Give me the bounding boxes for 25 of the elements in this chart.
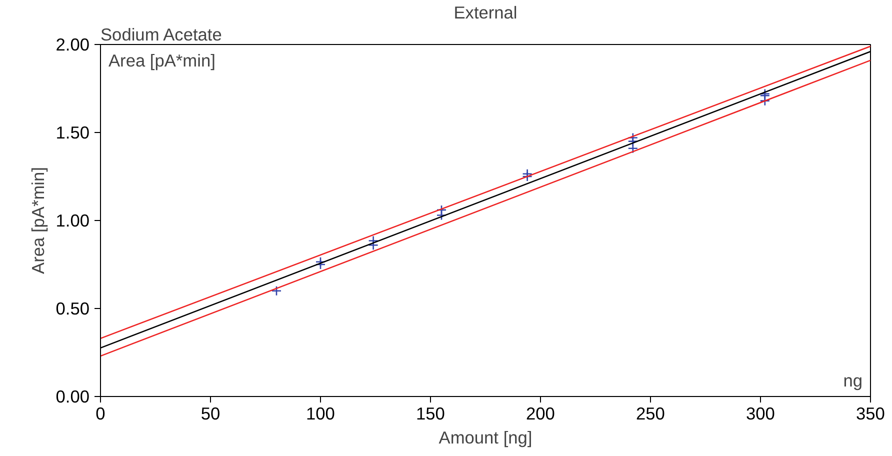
point [522,171,532,182]
y-tick-label: 1.00 [56,210,90,230]
annotation: Sodium Acetate [100,24,222,44]
x-axis-title: Amount [ng] [438,428,532,448]
x-tick-label: 250 [636,404,665,424]
point [368,240,378,250]
y-tick-label: 2.00 [56,34,90,54]
chart-title: External [454,2,518,22]
y-tick-label: 1.50 [56,122,90,142]
x-tick-label: 100 [306,404,335,424]
x-tick-label: 350 [856,404,885,424]
point [271,286,282,296]
point [760,96,770,106]
y-axis-title: Area [pA*min] [28,167,48,274]
point [436,210,447,220]
point [628,143,638,154]
x-tick-label: 0 [96,404,106,424]
x-tick-label: 150 [416,404,445,424]
y-tick-label: 0.00 [56,386,90,406]
x-tick-label: 50 [200,404,220,424]
x-tick-label: 200 [526,404,555,424]
x-tick-label: 300 [746,404,775,424]
y-tick-label: 0.50 [56,298,90,318]
annotation: Area [pA*min] [108,50,216,70]
annotation: ng [843,370,863,390]
